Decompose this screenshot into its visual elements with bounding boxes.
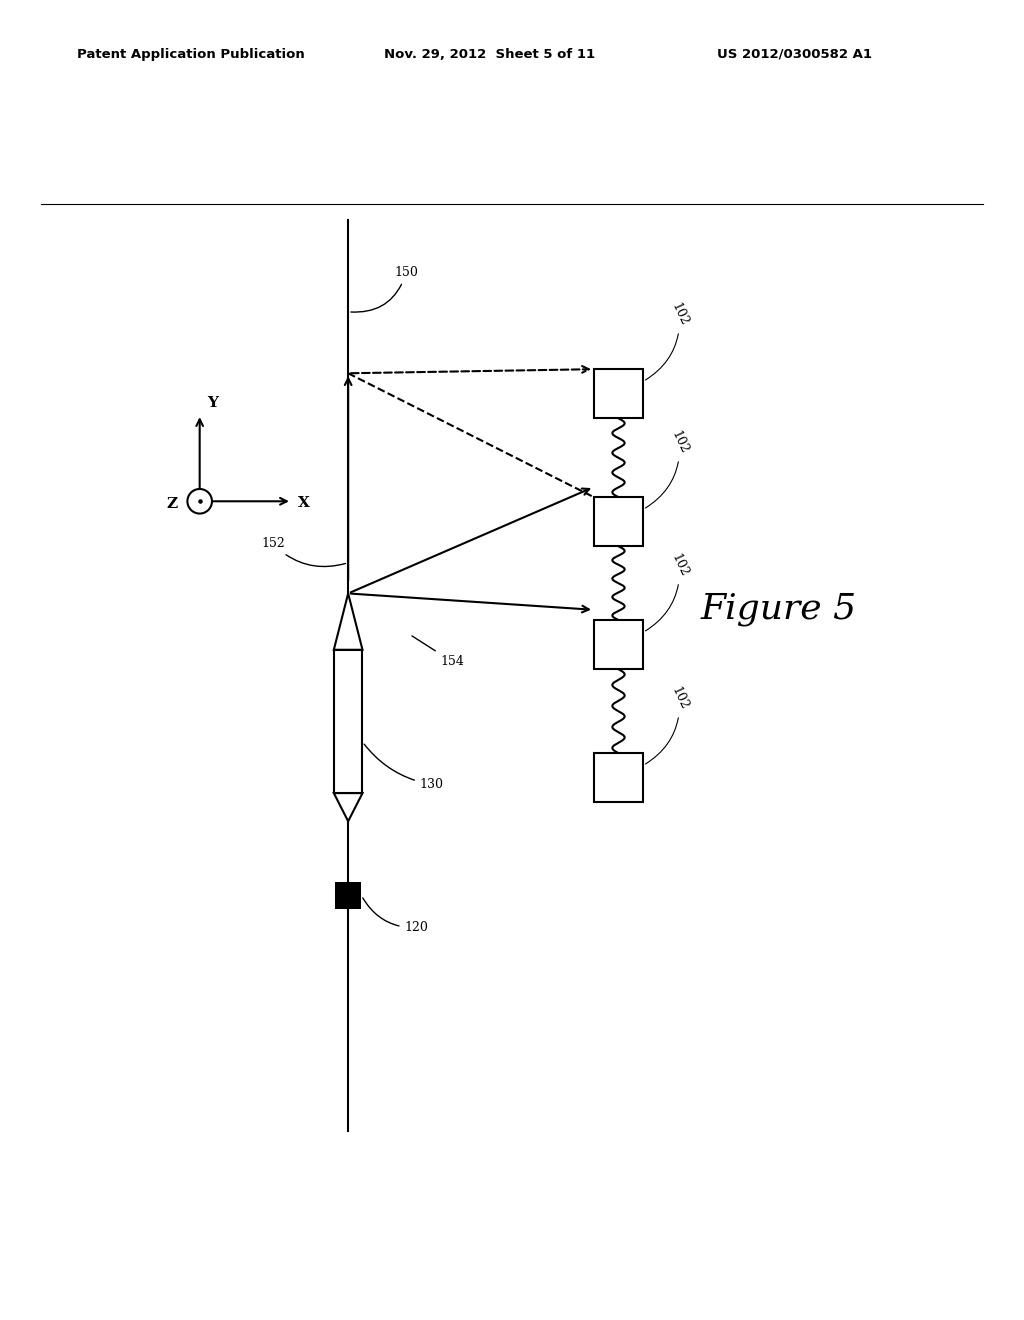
Text: 120: 120 xyxy=(362,898,428,935)
Bar xyxy=(335,882,361,909)
Text: 102: 102 xyxy=(645,301,690,380)
Polygon shape xyxy=(334,793,362,821)
Circle shape xyxy=(187,488,212,513)
Text: Y: Y xyxy=(207,396,218,411)
Text: Figure 5: Figure 5 xyxy=(700,591,856,626)
Text: 102: 102 xyxy=(645,685,690,764)
Text: 130: 130 xyxy=(365,744,443,791)
Bar xyxy=(594,370,643,418)
Bar xyxy=(334,649,362,793)
Text: Nov. 29, 2012  Sheet 5 of 11: Nov. 29, 2012 Sheet 5 of 11 xyxy=(384,48,595,61)
Bar xyxy=(594,498,643,546)
Text: 102: 102 xyxy=(645,429,690,508)
Text: 150: 150 xyxy=(351,267,418,312)
Text: X: X xyxy=(298,496,310,511)
Text: Patent Application Publication: Patent Application Publication xyxy=(77,48,304,61)
Text: 152: 152 xyxy=(261,537,345,566)
Polygon shape xyxy=(334,594,362,649)
Text: Z: Z xyxy=(167,498,178,511)
Text: 154: 154 xyxy=(412,636,464,668)
Bar xyxy=(594,620,643,669)
Text: US 2012/0300582 A1: US 2012/0300582 A1 xyxy=(717,48,871,61)
Text: 102: 102 xyxy=(645,552,690,631)
Bar xyxy=(594,754,643,803)
